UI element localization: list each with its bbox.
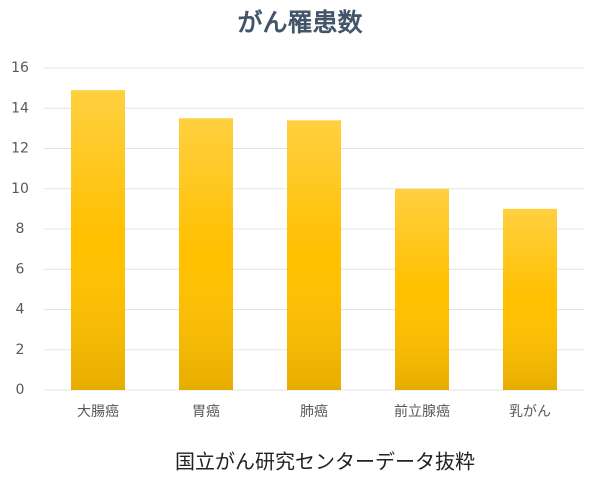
x-tick-label: 肺癌 [300, 404, 328, 420]
bar-shade [503, 208, 557, 390]
y-tick-label: 8 [16, 221, 25, 237]
y-tick-label: 4 [16, 302, 25, 318]
y-tick-label: 12 [11, 141, 29, 157]
source-note: 国立がん研究センターデータ抜粋 [175, 450, 475, 474]
bar-shade [71, 90, 125, 390]
chart-title: がん罹患数 [237, 8, 363, 37]
y-tick-label: 16 [11, 60, 29, 76]
bar-shade [287, 120, 341, 390]
y-tick-label: 14 [11, 100, 29, 116]
bar-shade [395, 188, 449, 390]
y-tick-label: 0 [16, 382, 25, 398]
bar-shade [179, 118, 233, 390]
y-tick-label: 6 [16, 261, 25, 277]
x-tick-label: 胃癌 [192, 404, 220, 420]
y-tick-label: 2 [16, 342, 25, 358]
x-tick-label: 乳がん [509, 404, 551, 420]
x-tick-label: 大腸癌 [77, 404, 119, 420]
y-tick-label: 10 [11, 181, 29, 197]
x-tick-label: 前立腺癌 [394, 403, 450, 420]
